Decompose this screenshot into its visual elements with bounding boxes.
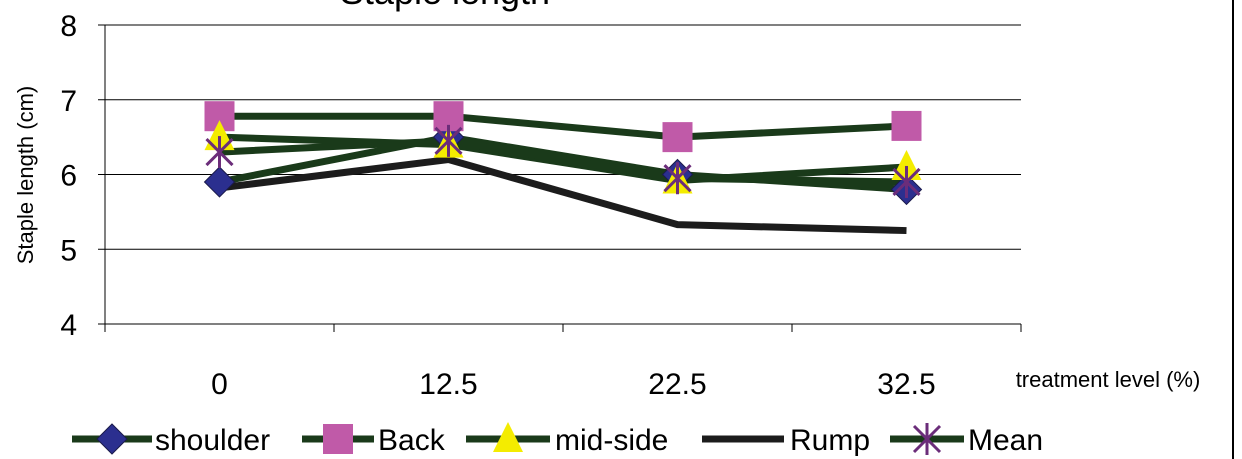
data-point-back [891, 110, 922, 141]
series-lines [218, 112, 907, 235]
data-point-mean [663, 162, 692, 195]
y-axis-ticks: 4 5 6 7 8 [60, 10, 105, 342]
data-point-mean [892, 165, 921, 198]
y-tick-label: 6 [60, 160, 77, 193]
data-point-mean [205, 136, 234, 169]
series-line-rump [219, 156, 907, 235]
legend-marker-shoulder [96, 423, 128, 455]
x-tick-label: 32.5 [877, 368, 935, 401]
series-line-mean [219, 137, 907, 186]
y-axis-label: Staple length (cm) [13, 86, 38, 265]
y-tick-label: 5 [60, 234, 77, 267]
x-axis-label: treatment level (%) [1016, 367, 1201, 392]
y-tick-label: 4 [60, 309, 77, 342]
legend-marker-mean [912, 423, 942, 455]
series-markers [203, 101, 923, 206]
data-point-back [662, 122, 693, 153]
x-tick-label: 22.5 [648, 368, 706, 401]
y-tick-label: 7 [60, 85, 77, 118]
legend-label-mean: Mean [968, 424, 1043, 457]
data-point-shoulder [203, 166, 236, 198]
legend-label-back: Back [378, 424, 446, 457]
legend: shoulder Back mid-side Rump Mean [72, 422, 1043, 457]
x-tick-label: 0 [211, 368, 228, 401]
y-tick-label: 8 [60, 10, 77, 43]
chart-title: Staple length [340, 0, 550, 12]
x-axis-ticks: 0 12.5 22.5 32.5 [104, 324, 1022, 401]
legend-label-shoulder: shoulder [155, 424, 270, 457]
legend-label-mid-side: mid-side [555, 424, 668, 457]
legend-label-rump: Rump [790, 424, 870, 457]
legend-marker-back [323, 424, 353, 454]
series-line-back [219, 112, 907, 141]
x-tick-label: 12.5 [419, 368, 477, 401]
data-point-mean [434, 124, 463, 157]
legend-marker-mid-side [493, 422, 523, 452]
